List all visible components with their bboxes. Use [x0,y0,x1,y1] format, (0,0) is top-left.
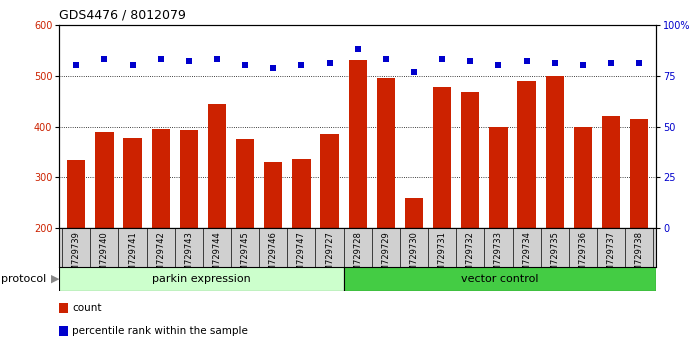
Bar [343,267,656,291]
Text: GSM729747: GSM729747 [297,232,306,282]
Text: percentile rank within the sample: percentile rank within the sample [72,326,248,336]
Bar [602,116,621,228]
Point [634,61,645,66]
Text: GSM729745: GSM729745 [241,232,250,282]
Bar [208,104,226,228]
Text: GSM729737: GSM729737 [607,232,616,282]
Text: GSM729735: GSM729735 [550,232,559,282]
Point [380,57,392,62]
Text: GSM729738: GSM729738 [634,232,644,282]
Point [184,58,195,64]
Bar [377,78,395,228]
Text: GSM729733: GSM729733 [494,232,503,282]
Bar [461,92,480,228]
Point [70,63,82,68]
Point [127,63,138,68]
Bar [292,159,311,228]
Text: GSM729736: GSM729736 [579,232,588,282]
Bar [179,130,198,228]
Text: protocol: protocol [1,274,47,284]
Text: GSM729741: GSM729741 [128,232,137,282]
Bar [348,61,367,228]
Point [352,46,363,52]
Text: GSM729731: GSM729731 [438,232,447,282]
Bar [264,162,283,228]
Bar [151,129,170,228]
Text: GSM729727: GSM729727 [325,232,334,282]
Text: GSM729742: GSM729742 [156,232,165,282]
Text: GSM729729: GSM729729 [381,232,390,282]
Text: ▶: ▶ [51,274,59,284]
Bar [67,160,85,228]
Bar [517,81,536,228]
Text: GSM729728: GSM729728 [353,232,362,282]
Point [268,65,279,70]
Bar [405,198,423,228]
Point [605,61,616,66]
Point [408,69,419,74]
Text: GSM729746: GSM729746 [269,232,278,282]
Point [436,57,447,62]
Text: GSM729734: GSM729734 [522,232,531,282]
Bar [489,127,507,228]
Text: GSM729739: GSM729739 [72,232,81,282]
Bar [59,267,343,291]
Text: GDS4476 / 8012079: GDS4476 / 8012079 [59,9,186,22]
Bar [574,127,592,228]
Text: GSM729743: GSM729743 [184,232,193,282]
Point [549,61,560,66]
Text: GSM729732: GSM729732 [466,232,475,282]
Point [493,63,504,68]
Point [521,58,532,64]
Text: GSM729730: GSM729730 [410,232,419,282]
Point [239,63,251,68]
Text: vector control: vector control [461,274,539,284]
Text: count: count [72,303,101,313]
Bar [630,119,648,228]
Bar [320,134,339,228]
Bar [236,139,254,228]
Text: GSM729744: GSM729744 [212,232,221,282]
Bar [124,138,142,228]
Point [465,58,476,64]
Point [577,63,588,68]
Point [211,57,223,62]
Point [324,61,335,66]
Text: parkin expression: parkin expression [152,274,251,284]
Bar [95,132,114,228]
Text: GSM729740: GSM729740 [100,232,109,282]
Bar [546,76,564,228]
Point [296,63,307,68]
Bar [433,87,452,228]
Point [99,57,110,62]
Point [155,57,166,62]
